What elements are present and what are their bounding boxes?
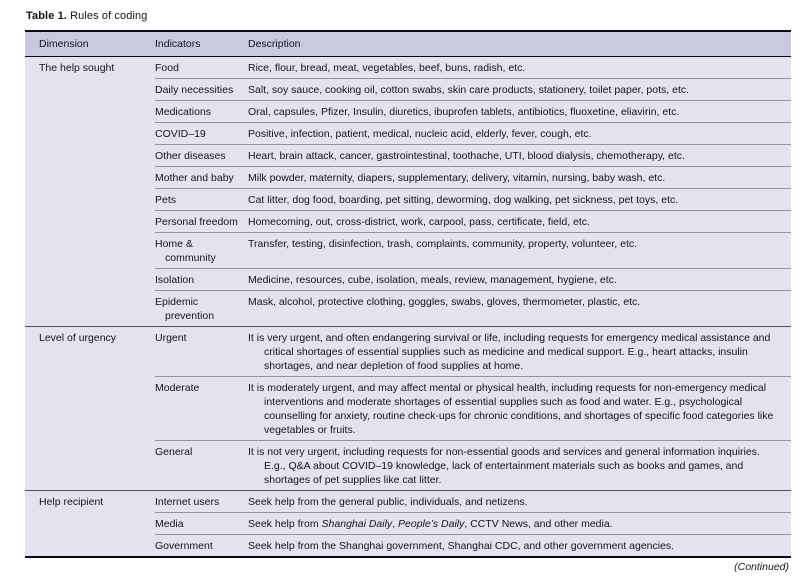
dimension-cell: Help recipient <box>39 496 104 508</box>
description-cell: Oral, capsules, Pfizer, Insulin, diureti… <box>248 105 680 118</box>
indicator-cell: Moderate <box>155 381 200 394</box>
description-cell: Medicine, resources, cube, isolation, me… <box>248 273 617 286</box>
description-cell: Heart, brain attack, cancer, gastrointes… <box>248 149 685 162</box>
continued-note: (Continued) <box>734 561 789 573</box>
description-cell: Rice, flour, bread, meat, vegetables, be… <box>248 61 526 74</box>
plain-text: , CCTV News, and other media. <box>464 517 613 530</box>
indicator-cell: Medications <box>155 105 212 118</box>
column-header-dimension: Dimension <box>39 38 89 50</box>
table-row: Epidemic prevention Mask, alcohol, protec… <box>155 290 791 326</box>
description-cell: Seek help from the general public, indiv… <box>248 495 528 508</box>
table-row: Other diseases Heart, brain attack, cance… <box>155 144 791 166</box>
description-cell: Mask, alcohol, protective clothing, gogg… <box>248 295 641 308</box>
table-title: Rules of coding <box>70 10 148 22</box>
indicator-cell: Pets <box>155 193 177 206</box>
rules-of-coding-table: Dimension Indicators Description The hel… <box>25 30 791 558</box>
table-caption: Table 1. Rules of coding <box>26 10 790 22</box>
indicator-cell: Isolation <box>155 273 195 286</box>
dimension-cell: The help sought <box>39 62 115 74</box>
table-row: Internet users Seek help from the general… <box>155 491 791 512</box>
indicator-cell: Media <box>155 517 184 530</box>
table-header-row: Dimension Indicators Description <box>25 32 791 57</box>
italic-text: People’s Daily <box>398 517 465 530</box>
table-row: Moderate It is moderately urgent, and may… <box>155 376 791 440</box>
indicator-cell: Daily necessities <box>155 83 234 96</box>
table-row: Isolation Medicine, resources, cube, isol… <box>155 268 791 290</box>
table-row: Food Rice, flour, bread, meat, vegetables… <box>155 57 791 78</box>
indicator-cell: Mother and baby <box>155 171 234 184</box>
description-cell: Seek help from Shanghai Daily, People’s … <box>248 517 791 531</box>
description-cell: Homecoming, out, cross-district, work, c… <box>248 215 590 228</box>
description-cell: It is not very urgent, including request… <box>248 445 760 486</box>
description-cell: It is moderately urgent, and may affect … <box>248 381 774 436</box>
table-row: Government Seek help from the Shanghai go… <box>155 534 791 556</box>
indicator-cell: Personal freedom <box>155 215 238 228</box>
table-row: Pets Cat litter, dog food, boarding, pet … <box>155 188 791 210</box>
description-cell: Milk powder, maternity, diapers, supplem… <box>248 171 666 184</box>
table-row: Mother and baby Milk powder, maternity, d… <box>155 166 791 188</box>
group-rows: Food Rice, flour, bread, meat, vegetables… <box>155 57 791 326</box>
plain-text: , <box>392 517 399 530</box>
indicator-cell: COVID–19 <box>155 127 206 140</box>
plain-text: Seek help from <box>248 517 322 530</box>
indicator-cell: Other diseases <box>155 149 226 162</box>
indicator-cell: Urgent <box>155 331 187 344</box>
description-cell: Transfer, testing, disinfection, trash, … <box>248 237 638 250</box>
description-cell: It is very urgent, and often endangering… <box>248 331 771 372</box>
table-row: General It is not very urgent, including … <box>155 440 791 490</box>
table-row: Urgent It is very urgent, and often endan… <box>155 327 791 376</box>
group-rows: Internet users Seek help from the general… <box>155 491 791 556</box>
description-cell: Positive, infection, patient, medical, n… <box>248 127 592 140</box>
dimension-cell: Level of urgency <box>39 332 117 344</box>
table-group: Help recipient Internet users Seek help fr… <box>25 490 791 556</box>
table-row: Personal freedom Homecoming, out, cross-d… <box>155 210 791 232</box>
group-rows: Urgent It is very urgent, and often endan… <box>155 327 791 490</box>
indicator-cell: Government <box>155 539 213 552</box>
italic-text: Shanghai Daily <box>321 517 393 530</box>
description-cell: Salt, soy sauce, cooking oil, cotton swa… <box>248 83 690 96</box>
table-row: Daily necessities Salt, soy sauce, cookin… <box>155 78 791 100</box>
indicator-cell: General <box>155 445 193 458</box>
indicator-cell: Epidemic prevention <box>155 295 215 322</box>
table-row: Home & community Transfer, testing, disin… <box>155 232 791 268</box>
column-header-description: Description <box>248 38 301 50</box>
description-cell: Seek help from the Shanghai government, … <box>248 539 675 552</box>
table-row: Medications Oral, capsules, Pfizer, Insul… <box>155 100 791 122</box>
indicator-cell: Food <box>155 61 179 74</box>
description-cell: Cat litter, dog food, boarding, pet sitt… <box>248 193 679 206</box>
table-row: Media Seek help from Shanghai Daily, Peop… <box>155 512 791 534</box>
table-group: Level of urgency Urgent It is very urgent,… <box>25 326 791 490</box>
table-group: The help sought Food Rice, flour, bread, m… <box>25 57 791 326</box>
indicator-cell: Internet users <box>155 495 220 508</box>
column-header-indicators: Indicators <box>155 38 201 50</box>
table-row: COVID–19 Positive, infection, patient, me… <box>155 122 791 144</box>
indicator-cell: Home & community <box>155 237 216 264</box>
table-body: The help sought Food Rice, flour, bread, m… <box>25 57 791 556</box>
table-number: Table 1. <box>26 10 67 22</box>
